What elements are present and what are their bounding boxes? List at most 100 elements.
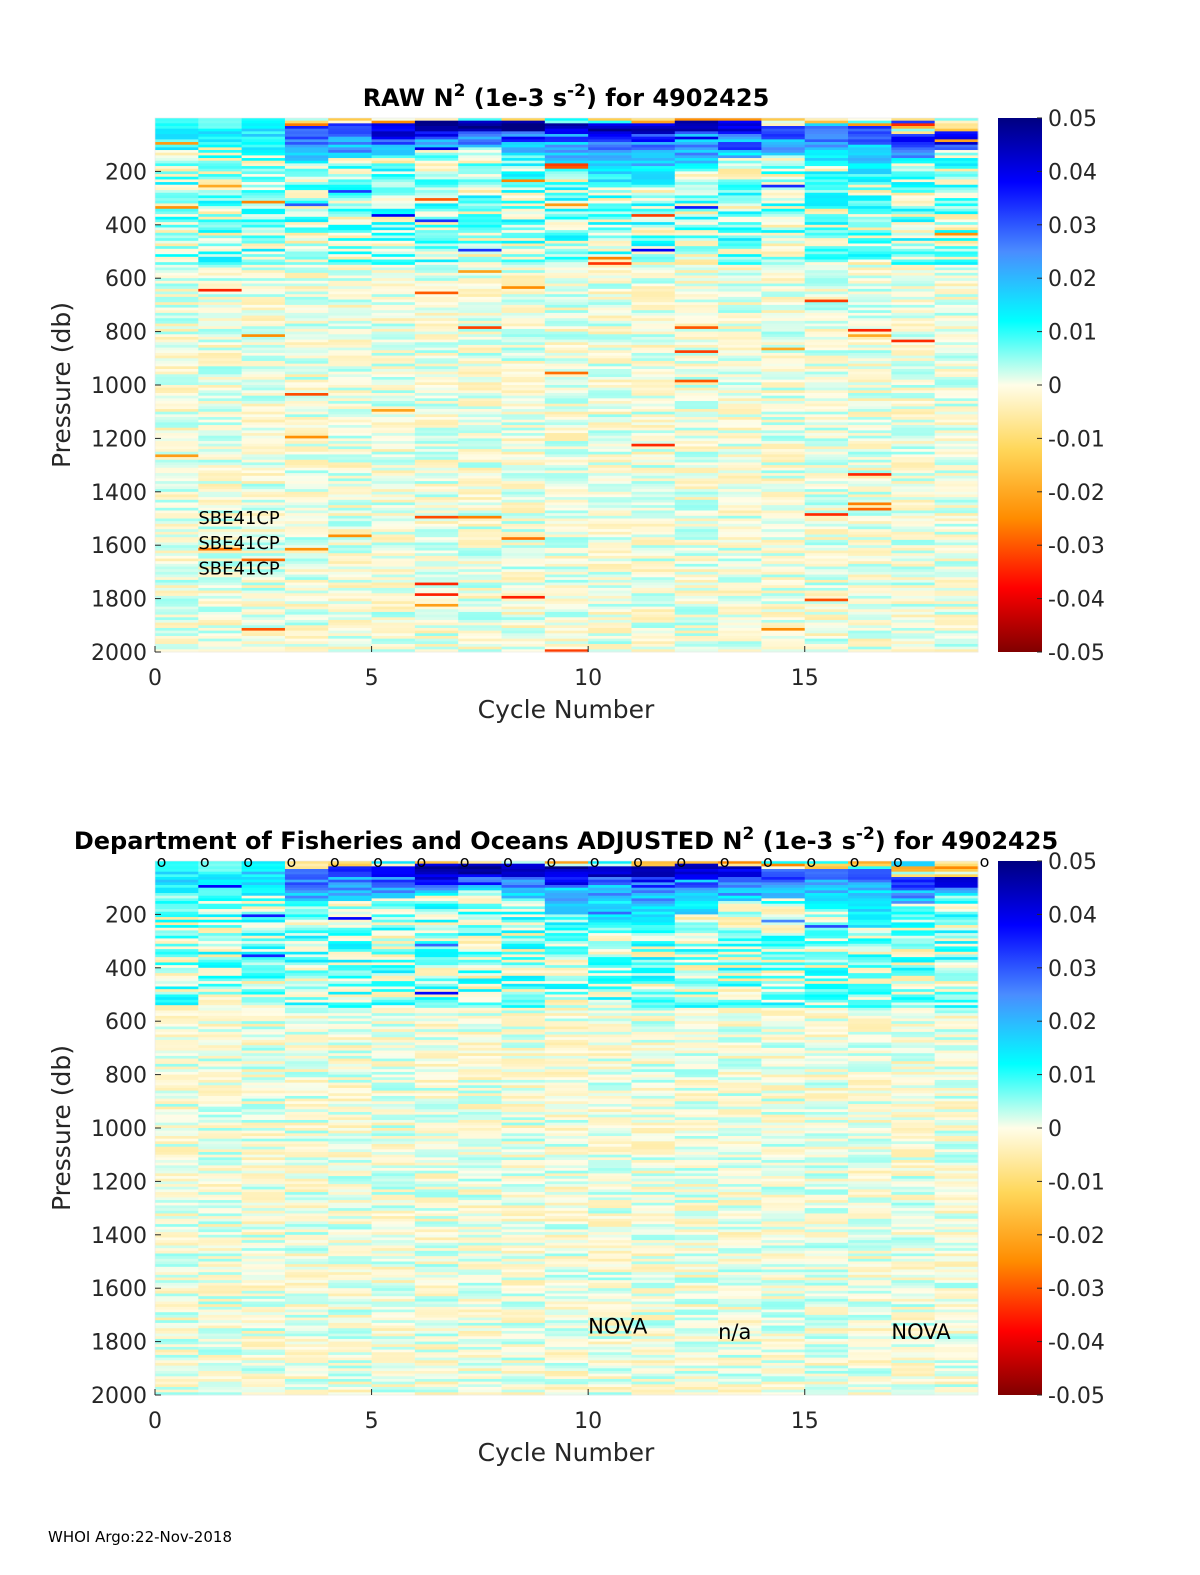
heatmap-cell [674, 174, 719, 178]
heatmap-cell [501, 379, 546, 383]
heatmap-cell [934, 230, 979, 234]
heatmap-cell [804, 182, 849, 186]
heatmap-cell [414, 187, 459, 191]
heatmap-cell [414, 390, 459, 394]
heatmap-cell [414, 494, 459, 498]
heatmap-cell [155, 1261, 199, 1265]
heatmap-cell [198, 1242, 243, 1246]
heatmap-cell [241, 473, 286, 477]
heatmap-cell [328, 467, 372, 471]
heatmap-cell [934, 523, 979, 527]
heatmap-cell [241, 1357, 286, 1361]
heatmap-cell [761, 163, 806, 167]
heatmap-cell [328, 1162, 372, 1166]
heatmap-cell [241, 1306, 286, 1310]
heatmap-cell [371, 208, 416, 212]
heatmap-cell [198, 481, 243, 485]
heatmap-cell [674, 312, 719, 316]
heatmap-cell [414, 617, 459, 621]
heatmap-cell [588, 256, 632, 260]
heatmap-cell [371, 1077, 416, 1081]
heatmap-cell [155, 590, 199, 594]
heatmap-cell [674, 566, 719, 570]
heatmap-cell [588, 318, 632, 322]
heatmap-cell [501, 417, 546, 421]
heatmap-cell [501, 376, 546, 381]
heatmap-cell [891, 497, 936, 501]
heatmap-cell [241, 446, 286, 450]
heatmap-cell [458, 264, 502, 268]
heatmap-cell [848, 395, 892, 399]
heatmap-cell [718, 307, 762, 311]
heatmap-cell [284, 1152, 329, 1156]
heatmap-cell [155, 863, 199, 867]
heatmap-cell [804, 630, 849, 634]
heatmap-cell [241, 286, 286, 290]
heatmap-cell [328, 914, 372, 918]
heatmap-cell [198, 1304, 243, 1308]
heatmap-cell [155, 363, 199, 367]
heatmap-cell [631, 419, 676, 423]
heatmap-cell [458, 414, 502, 418]
heatmap-cell [198, 323, 243, 327]
heatmap-cell [241, 1288, 286, 1292]
heatmap-cell [934, 393, 979, 397]
heatmap-cell [198, 1333, 243, 1337]
heatmap-cell [458, 555, 502, 559]
annotation-label: SBE41CP [198, 508, 280, 529]
heatmap-cell [588, 283, 632, 287]
heatmap-cell [848, 171, 892, 175]
heatmap-cell [458, 118, 502, 122]
heatmap-cell [458, 128, 502, 132]
heatmap-cell [328, 307, 372, 311]
heatmap-cell [674, 497, 719, 501]
heatmap-cell [371, 1186, 416, 1190]
heatmap-cell [631, 577, 676, 581]
heatmap-cell [891, 646, 936, 650]
heatmap-cell [934, 376, 979, 381]
heatmap-cell [804, 582, 849, 586]
heatmap-cell [674, 318, 719, 322]
heatmap-cell [414, 328, 459, 332]
heatmap-cell [544, 465, 589, 469]
heatmap-cell [588, 131, 632, 135]
heatmap-cell [934, 467, 979, 471]
heatmap-cell [414, 483, 459, 487]
heatmap-cell [501, 168, 546, 172]
heatmap-cell [414, 262, 459, 266]
heatmap-cell [588, 593, 632, 597]
heatmap-cell [198, 248, 243, 252]
heatmap-cell [155, 861, 199, 865]
heatmap-cell [155, 1085, 199, 1089]
heatmap-cell [891, 374, 936, 378]
heatmap-cell [371, 542, 416, 546]
heatmap-cell [674, 409, 719, 413]
heatmap-cell [414, 246, 459, 250]
heatmap-cell [718, 131, 762, 135]
heatmap-cell [328, 957, 372, 961]
heatmap-cell [241, 1314, 286, 1318]
heatmap-cell [328, 304, 372, 308]
heatmap-cell [241, 582, 286, 586]
heatmap-cell [328, 1320, 372, 1324]
heatmap-cell [631, 312, 676, 316]
heatmap-cell [241, 869, 286, 873]
heatmap-cell [371, 443, 416, 447]
heatmap-cell [804, 409, 849, 413]
heatmap-cell [458, 593, 502, 597]
heatmap-cell [631, 144, 676, 148]
heatmap-cell [241, 1333, 286, 1337]
heatmap-cell [544, 190, 589, 194]
heatmap-cell [588, 491, 632, 495]
heatmap-cell [371, 585, 416, 589]
heatmap-cell [501, 609, 546, 613]
heatmap-cell [155, 344, 199, 349]
heatmap-cell [891, 344, 936, 349]
heatmap-cell [891, 347, 936, 351]
heatmap-cell [848, 409, 892, 413]
heatmap-cell [241, 160, 286, 164]
heatmap-cell [544, 150, 589, 154]
heatmap-cell [155, 1218, 199, 1222]
heatmap-cell [544, 411, 589, 415]
heatmap-cell [155, 917, 199, 921]
